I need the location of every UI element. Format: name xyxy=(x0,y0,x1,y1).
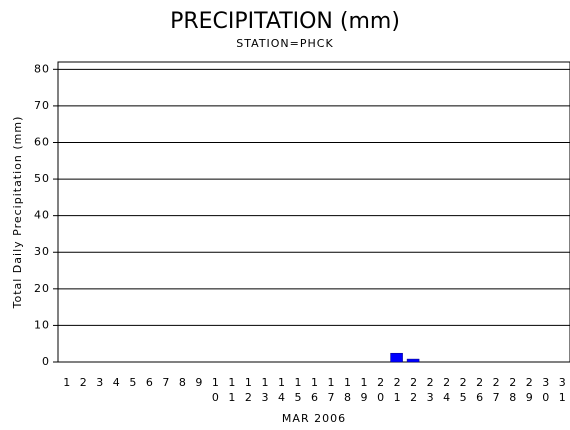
x-tick-label: 3 xyxy=(93,376,106,391)
x-tick-label: 25 xyxy=(457,376,470,406)
bar xyxy=(390,352,403,363)
plot-frame xyxy=(57,61,570,363)
y-axis-label: Total Daily Precipitation (mm) xyxy=(11,116,24,310)
x-tick-label: 7 xyxy=(159,376,172,391)
x-tick-label: 8 xyxy=(176,376,189,391)
x-tick-label: 26 xyxy=(473,376,486,406)
x-tick-label: 19 xyxy=(358,376,371,406)
x-tick-label: 11 xyxy=(225,376,238,406)
x-tick-label: 15 xyxy=(291,376,304,406)
chart-title: PRECIPITATION (mm) xyxy=(170,9,400,34)
y-tick-label: 40 xyxy=(34,209,50,222)
x-tick-label: 30 xyxy=(539,376,552,406)
x-tick-label: 10 xyxy=(209,376,222,406)
x-tick-label: 18 xyxy=(341,376,354,406)
x-tick-label: 9 xyxy=(192,376,205,391)
x-tick-label: 28 xyxy=(506,376,519,406)
bar xyxy=(406,358,420,363)
x-tick-label: 21 xyxy=(391,376,404,406)
y-tick-label: 30 xyxy=(34,245,50,258)
x-tick-label: 6 xyxy=(143,376,156,391)
y-tick-label: 50 xyxy=(34,172,50,185)
x-tick-label: 23 xyxy=(424,376,437,406)
y-tick-label: 0 xyxy=(42,355,50,368)
x-tick-label: 5 xyxy=(126,376,139,391)
x-tick-label: 2 xyxy=(77,376,90,391)
x-tick-label: 22 xyxy=(407,376,420,406)
x-tick-label: 12 xyxy=(242,376,255,406)
x-axis-label: MAR 2006 xyxy=(282,412,346,425)
chart-subtitle: STATION=PHCK xyxy=(236,37,333,50)
y-tick-label: 80 xyxy=(34,62,50,75)
x-tick-label: 29 xyxy=(523,376,536,406)
y-tick-label: 10 xyxy=(34,318,50,331)
y-tick-label: 20 xyxy=(34,282,50,295)
x-tick-label: 13 xyxy=(258,376,271,406)
x-tick-label: 24 xyxy=(440,376,453,406)
y-tick-label: 70 xyxy=(34,99,50,112)
x-tick-label: 17 xyxy=(325,376,338,406)
x-tick-label: 4 xyxy=(110,376,123,391)
y-tick-label: 60 xyxy=(34,135,50,148)
x-tick-label: 20 xyxy=(374,376,387,406)
x-tick-label: 16 xyxy=(308,376,321,406)
x-tick-label: 14 xyxy=(275,376,288,406)
x-tick-label: 27 xyxy=(490,376,503,406)
x-tick-label: 1 xyxy=(60,376,73,391)
x-tick-label: 31 xyxy=(556,376,569,406)
